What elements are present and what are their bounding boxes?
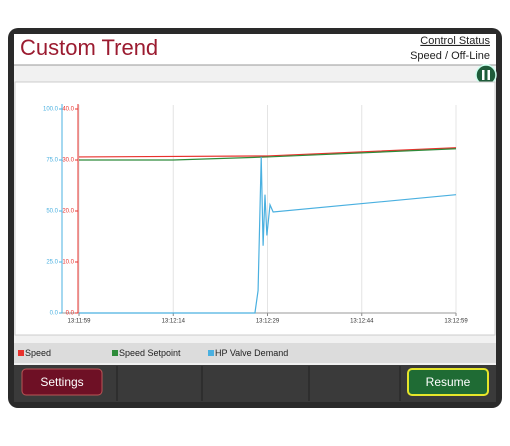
plot: 13:11:59 13:12:14 13:12:29 13:12:44 13:12:59… [18, 104, 468, 358]
title-bar [14, 34, 496, 65]
resume-button-bg[interactable] [407, 368, 489, 396]
settings-button-bg[interactable] [21, 368, 103, 396]
pause-bar [487, 70, 490, 80]
legend-label: Speed [25, 348, 51, 358]
series-line [79, 148, 457, 161]
chart-panel [14, 81, 496, 336]
y2-tick-label: 25.0 [46, 260, 58, 266]
status-label: Control Status [420, 35, 490, 47]
y2-tick-label: 50.0 [46, 209, 58, 215]
y2-tick-label: 0.0 [50, 311, 59, 317]
legend-swatch [112, 350, 118, 356]
legend-bar [14, 343, 496, 363]
x-tick-label: 13:12:29 [256, 319, 280, 325]
status-value: Speed / Off-Line [410, 50, 490, 62]
x-tick-label: 13:12:59 [444, 319, 468, 325]
y2-tick-label: 100.0 [43, 107, 59, 113]
pause-bar [482, 70, 485, 80]
settings-label[interactable]: Settings [40, 375, 83, 389]
series-line [79, 156, 457, 314]
y-tick-label: 20.0 [62, 209, 74, 215]
x-tick-label: 13:12:44 [350, 319, 374, 325]
x-tick-label: 13:11:59 [68, 319, 92, 325]
legend-swatch [208, 350, 214, 356]
settings-button[interactable]: Settings [21, 368, 103, 396]
page-title: Custom Trend [20, 35, 158, 60]
legend-swatch [18, 350, 24, 356]
legend-label: Speed Setpoint [119, 348, 181, 358]
resume-button[interactable]: Resume [407, 368, 489, 396]
y2-tick-label: 75.0 [46, 158, 58, 164]
legend-label: HP Valve Demand [215, 348, 288, 358]
y-tick-label: 30.0 [62, 158, 74, 164]
resume-label[interactable]: Resume [426, 375, 471, 389]
y-tick-label: 40.0 [62, 107, 74, 113]
y-tick-label: 0.0 [66, 311, 75, 317]
y-tick-label: 10.0 [62, 260, 74, 266]
x-tick-label: 13:12:14 [162, 319, 186, 325]
series-line [78, 147, 457, 158]
